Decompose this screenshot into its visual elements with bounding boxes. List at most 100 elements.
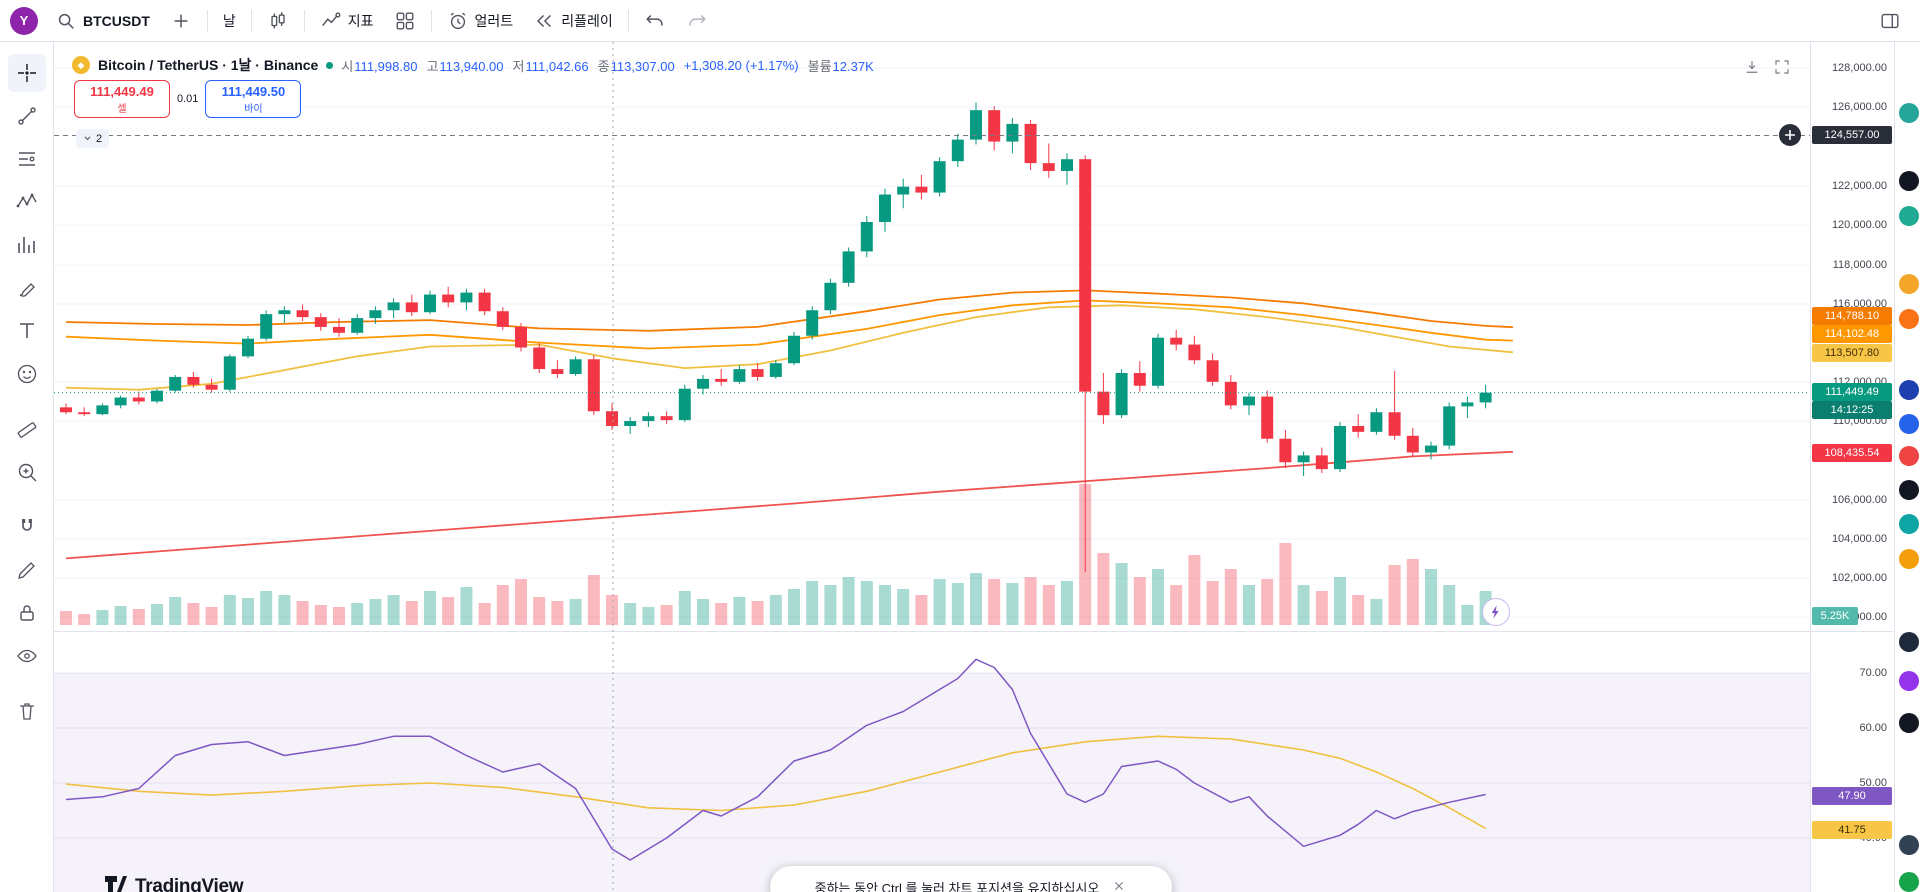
collapsed-count: 2 bbox=[96, 132, 103, 145]
crosshair-tool[interactable] bbox=[7, 54, 46, 92]
lock-drawings-icon bbox=[19, 605, 34, 621]
toast-text: 중하는 동안 Ctrl 를 눌러 차트 포지션을 유지하십시오 bbox=[814, 880, 1100, 892]
sell-button[interactable]: 111,449.49 셀 bbox=[74, 80, 170, 118]
high-label: 고 bbox=[426, 58, 439, 74]
replay-button[interactable]: 리플레이 bbox=[524, 4, 622, 38]
remove-drawings-tool[interactable] bbox=[8, 692, 46, 730]
sell-label: 셀 bbox=[117, 103, 127, 115]
watchlist-symbol-icon[interactable] bbox=[1899, 671, 1919, 691]
grid-layout-icon bbox=[396, 12, 414, 29]
alert-button[interactable]: 얼러트 bbox=[438, 4, 523, 38]
toast-close-button[interactable] bbox=[1111, 878, 1127, 892]
trend-line-icon bbox=[17, 107, 36, 125]
main-chart[interactable] bbox=[54, 42, 1810, 892]
symbol-label: BTCUSDT bbox=[83, 12, 150, 29]
measure-ruler-tool[interactable] bbox=[8, 410, 46, 448]
user-avatar[interactable]: Y bbox=[10, 6, 38, 35]
scale-reset-button[interactable] bbox=[1740, 56, 1764, 80]
crosshair-icon bbox=[17, 64, 36, 82]
drawing-toolbar bbox=[0, 42, 54, 892]
symbol-title[interactable]: Bitcoin / TetherUS · 1날 · Binance bbox=[98, 57, 319, 73]
layout-templates-button[interactable] bbox=[385, 4, 425, 38]
watchlist-symbol-icon[interactable] bbox=[1899, 872, 1919, 892]
price-axis[interactable]: 128,000.00 126,000.00 122,000.00 120,000.00… bbox=[1810, 42, 1893, 892]
watchlist-symbol-icon[interactable] bbox=[1899, 632, 1919, 652]
pane-divider[interactable] bbox=[1811, 631, 1893, 632]
redo-icon bbox=[689, 14, 706, 26]
watchlist-symbol-icon[interactable] bbox=[1899, 549, 1919, 569]
change-value: +1,308.20 (+1.17%) bbox=[683, 57, 799, 73]
axis-tick: 122,000.00 bbox=[1831, 180, 1887, 192]
watchlist-symbol-icon[interactable] bbox=[1899, 274, 1919, 294]
undo-button[interactable] bbox=[635, 4, 675, 38]
add-alert-plus-button[interactable] bbox=[1779, 124, 1801, 146]
axis-tick: 128,000.00 bbox=[1831, 62, 1887, 74]
axis-tick: 60.00 bbox=[1859, 722, 1887, 734]
axis-tick: 118,000.00 bbox=[1832, 259, 1887, 271]
toolbar-left: Y BTCUSDT 날 지표 bbox=[10, 4, 717, 38]
watchlist-symbol-icon[interactable] bbox=[1899, 171, 1919, 191]
axis-tick: 106,000.00 bbox=[1831, 494, 1887, 506]
axis-price-label: 114,102.48 bbox=[1812, 325, 1892, 343]
xabcd-pattern-icon bbox=[16, 193, 37, 208]
buy-price: 111,449.50 bbox=[221, 83, 286, 99]
magnet-mode-icon bbox=[21, 519, 32, 531]
toolbar-right bbox=[1870, 4, 1910, 38]
axis-price-label: 41.75 bbox=[1812, 821, 1892, 839]
symbol-search-button[interactable]: BTCUSDT bbox=[46, 4, 159, 38]
toolbar-divider bbox=[627, 9, 629, 32]
watchlist-symbol-icon[interactable] bbox=[1899, 206, 1919, 226]
tradingview-logo[interactable]: TradingView bbox=[104, 872, 244, 892]
lock-drawings-tool[interactable] bbox=[8, 594, 46, 632]
magnet-mode-tool[interactable] bbox=[8, 508, 46, 546]
drawing-edit-tool[interactable] bbox=[8, 551, 46, 589]
sell-price: 111,449.49 bbox=[90, 83, 154, 99]
panel-right-icon bbox=[1881, 13, 1899, 28]
interval-button[interactable]: 날 bbox=[214, 4, 245, 38]
low-value: 111,042.66 bbox=[525, 58, 589, 74]
watchlist-symbol-icon[interactable] bbox=[1899, 835, 1919, 855]
countdown-label: 14:12:25 bbox=[1812, 401, 1892, 419]
indicators-button[interactable]: 지표 bbox=[311, 4, 383, 38]
xabcd-pattern-tool[interactable] bbox=[8, 183, 46, 221]
text-tool[interactable] bbox=[8, 312, 46, 350]
volume-label: 볼륨 bbox=[807, 58, 832, 74]
trend-line-tool[interactable] bbox=[8, 97, 46, 135]
hide-drawings-tool[interactable] bbox=[8, 637, 46, 675]
alert-label: 얼러트 bbox=[474, 12, 514, 29]
watchlist-symbol-icon[interactable] bbox=[1899, 446, 1919, 466]
volume-value: 12.37K bbox=[832, 58, 874, 74]
redo-button[interactable] bbox=[677, 4, 717, 38]
collapsed-indicators-chip[interactable]: 2 bbox=[76, 129, 110, 148]
axis-tick: 104,000.00 bbox=[1831, 533, 1887, 545]
emoji-tool[interactable] bbox=[8, 355, 46, 393]
forecast-position-icon bbox=[17, 237, 35, 253]
spread-value: 0.01 bbox=[172, 89, 204, 109]
plus-icon bbox=[1785, 130, 1795, 140]
axis-tick: 70.00 bbox=[1859, 667, 1887, 679]
zoom-in-tool[interactable] bbox=[8, 453, 46, 491]
download-arrow-icon bbox=[1746, 60, 1758, 73]
watchlist-symbol-icon[interactable] bbox=[1899, 713, 1919, 733]
watchlist-symbol-icon[interactable] bbox=[1899, 480, 1919, 500]
forecast-position-tool[interactable] bbox=[8, 226, 46, 264]
watchlist-symbol-icon[interactable] bbox=[1899, 514, 1919, 534]
axis-price-label: 111,449.49 bbox=[1812, 383, 1892, 401]
watchlist-symbol-icon[interactable] bbox=[1899, 309, 1919, 329]
pane-controls bbox=[1740, 56, 1794, 80]
watchlist-symbol-icon[interactable] bbox=[1899, 103, 1919, 123]
axis-tick: 120,000.00 bbox=[1831, 219, 1887, 231]
panel-toggle-button[interactable] bbox=[1870, 4, 1910, 38]
watchlist-symbol-icon[interactable] bbox=[1899, 414, 1919, 434]
remove-drawings-icon bbox=[19, 703, 34, 720]
open-value: 111,998.80 bbox=[354, 58, 418, 74]
maximize-pane-button[interactable] bbox=[1770, 56, 1794, 80]
chart-style-button[interactable] bbox=[258, 4, 298, 38]
fib-retracement-tool[interactable] bbox=[8, 140, 46, 178]
quick-trade-button[interactable] bbox=[1482, 598, 1510, 626]
buy-button[interactable]: 111,449.50 바이 bbox=[205, 80, 302, 118]
alarm-clock-icon bbox=[450, 12, 465, 29]
brush-tool[interactable] bbox=[8, 269, 46, 307]
compare-add-button[interactable] bbox=[161, 4, 201, 38]
watchlist-symbol-icon[interactable] bbox=[1899, 380, 1919, 400]
